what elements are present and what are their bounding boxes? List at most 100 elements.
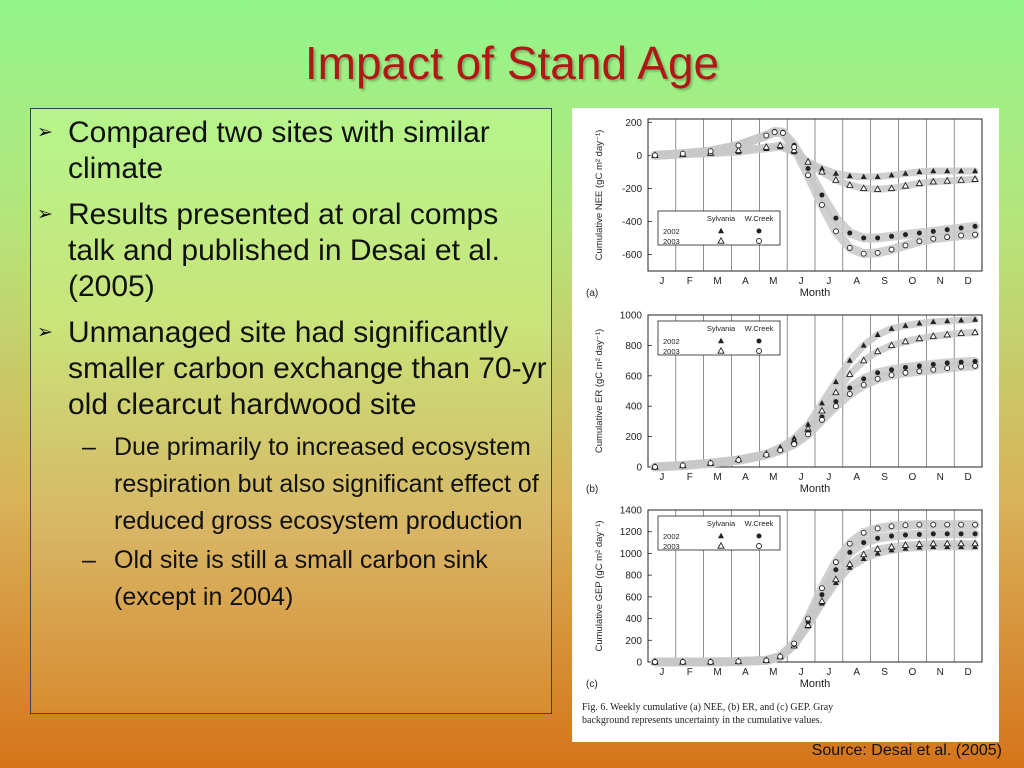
marker-open-triangle [873, 347, 882, 355]
y-tick-label: 0 [636, 658, 642, 669]
sub-bullet-list: – Due primarily to increased ecosystem r… [68, 429, 551, 616]
dash-bullet: – [82, 546, 96, 574]
marker-open-triangle [846, 370, 854, 377]
y-tick-label: 800 [625, 571, 642, 582]
marker-open-triangle [873, 544, 882, 552]
x-tick-label: D [964, 667, 971, 678]
marker-open-circle [944, 234, 951, 241]
y-tick-label: 400 [625, 402, 642, 413]
x-tick-label: M [769, 667, 777, 678]
marker-filled-circle [930, 361, 936, 367]
marker-open-triangle [971, 539, 979, 547]
marker-filled-circle [958, 531, 964, 537]
text-box: ➢ Compared two sites with similar climat… [30, 108, 552, 714]
marker-filled-triangle [972, 316, 979, 322]
x-tick-label: F [687, 472, 693, 483]
marker-filled-circle [972, 531, 978, 537]
marker-filled-circle [972, 358, 978, 364]
marker-open-circle [958, 232, 965, 239]
marker-open-circle [832, 559, 839, 566]
marker-open-triangle [859, 356, 868, 364]
marker-filled-triangle [860, 173, 867, 180]
marker-filled-triangle [930, 167, 937, 174]
marker-open-circle [846, 244, 853, 251]
marker-open-circle [652, 464, 658, 470]
marker-open-circle [972, 362, 978, 369]
marker-open-circle [832, 228, 839, 235]
marker-open-circle [930, 366, 937, 373]
legend-year: 2003 [663, 237, 680, 246]
marker-open-circle [777, 447, 784, 454]
figure: Fig. 6. Weekly cumulative (a) NEE, (b) E… [572, 108, 999, 742]
sub-bullet-text: Old site is still a small carbon sink (e… [114, 546, 488, 611]
legend-box [657, 515, 781, 551]
x-tick-label: M [713, 276, 721, 287]
marker-filled-triangle [958, 317, 965, 323]
y-tick-label: 200 [625, 636, 642, 647]
x-tick-label: J [799, 472, 804, 483]
marker-open-triangle [804, 620, 812, 628]
bullet-item: ➢ Unmanaged site had significantly small… [31, 315, 551, 616]
marker-open-triangle [717, 541, 725, 549]
marker-open-circle [944, 521, 951, 528]
marker-open-triangle [971, 175, 979, 182]
legend-header: Sylvania [707, 519, 736, 528]
bullet-text: Results presented at oral comps talk and… [68, 198, 500, 303]
marker-filled-circle [833, 399, 839, 405]
marker-filled-triangle [972, 167, 979, 174]
marker-open-circle [652, 659, 658, 665]
x-tick-label: N [937, 276, 944, 287]
y-tick-label: 0 [636, 463, 642, 474]
figure-svg: Fig. 6. Weekly cumulative (a) NEE, (b) E… [582, 118, 983, 726]
x-tick-label: M [713, 667, 721, 678]
marker-open-triangle [762, 142, 771, 150]
marker-open-triangle [915, 179, 924, 187]
x-tick-label: J [659, 276, 664, 287]
marker-open-triangle [859, 184, 868, 192]
marker-open-circle [902, 242, 909, 249]
marker-filled-triangle [818, 399, 825, 406]
x-tick-label: M [769, 472, 777, 483]
marker-open-triangle [915, 334, 924, 342]
marker-filled-triangle [972, 543, 979, 550]
marker-filled-circle [958, 225, 964, 231]
y-tick-label: 600 [625, 592, 642, 603]
y-tick-label: 200 [625, 118, 642, 129]
marker-filled-triangle [902, 170, 909, 176]
marker-filled-triangle [718, 227, 724, 234]
marker-filled-triangle [846, 172, 853, 179]
x-tick-label: M [713, 472, 721, 483]
marker-filled-circle [889, 367, 895, 373]
y-tick-label: 800 [625, 341, 642, 352]
arrow-bullet-icon: ➢ [37, 204, 53, 225]
marker-open-circle [888, 246, 895, 253]
y-tick-label: 600 [625, 371, 642, 382]
x-axis-label: Month [800, 287, 831, 299]
y-axis-label: Cumulative GEP (gC m² day⁻¹) [594, 520, 605, 651]
x-tick-label: S [881, 472, 888, 483]
y-axis-label: Cumulative ER (gC m² day⁻¹) [594, 329, 605, 453]
marker-open-circle [902, 522, 909, 529]
marker-open-circle [958, 363, 965, 370]
marker-filled-triangle [944, 317, 951, 324]
x-tick-label: A [853, 276, 860, 287]
sub-bullet-item: – Due primarily to increased ecosystem r… [68, 429, 551, 540]
marker-open-triangle [873, 185, 882, 192]
arrow-bullet-icon: ➢ [37, 122, 53, 143]
marker-filled-circle [889, 233, 895, 239]
marker-open-circle [958, 521, 965, 528]
marker-filled-circle [902, 364, 908, 370]
marker-filled-triangle [944, 543, 951, 550]
marker-open-triangle [818, 406, 826, 414]
y-tick-label: 1000 [620, 549, 643, 560]
marker-filled-triangle [718, 337, 724, 344]
x-tick-label: N [937, 667, 944, 678]
y-tick-label: 1400 [620, 506, 643, 517]
marker-open-circle [874, 525, 881, 532]
marker-filled-circle [902, 232, 908, 238]
legend-header: Sylvania [707, 324, 736, 333]
marker-open-circle [771, 129, 778, 136]
legend-header: W.Creek [745, 519, 774, 528]
x-tick-label: O [909, 667, 917, 678]
marker-open-triangle [957, 329, 965, 336]
